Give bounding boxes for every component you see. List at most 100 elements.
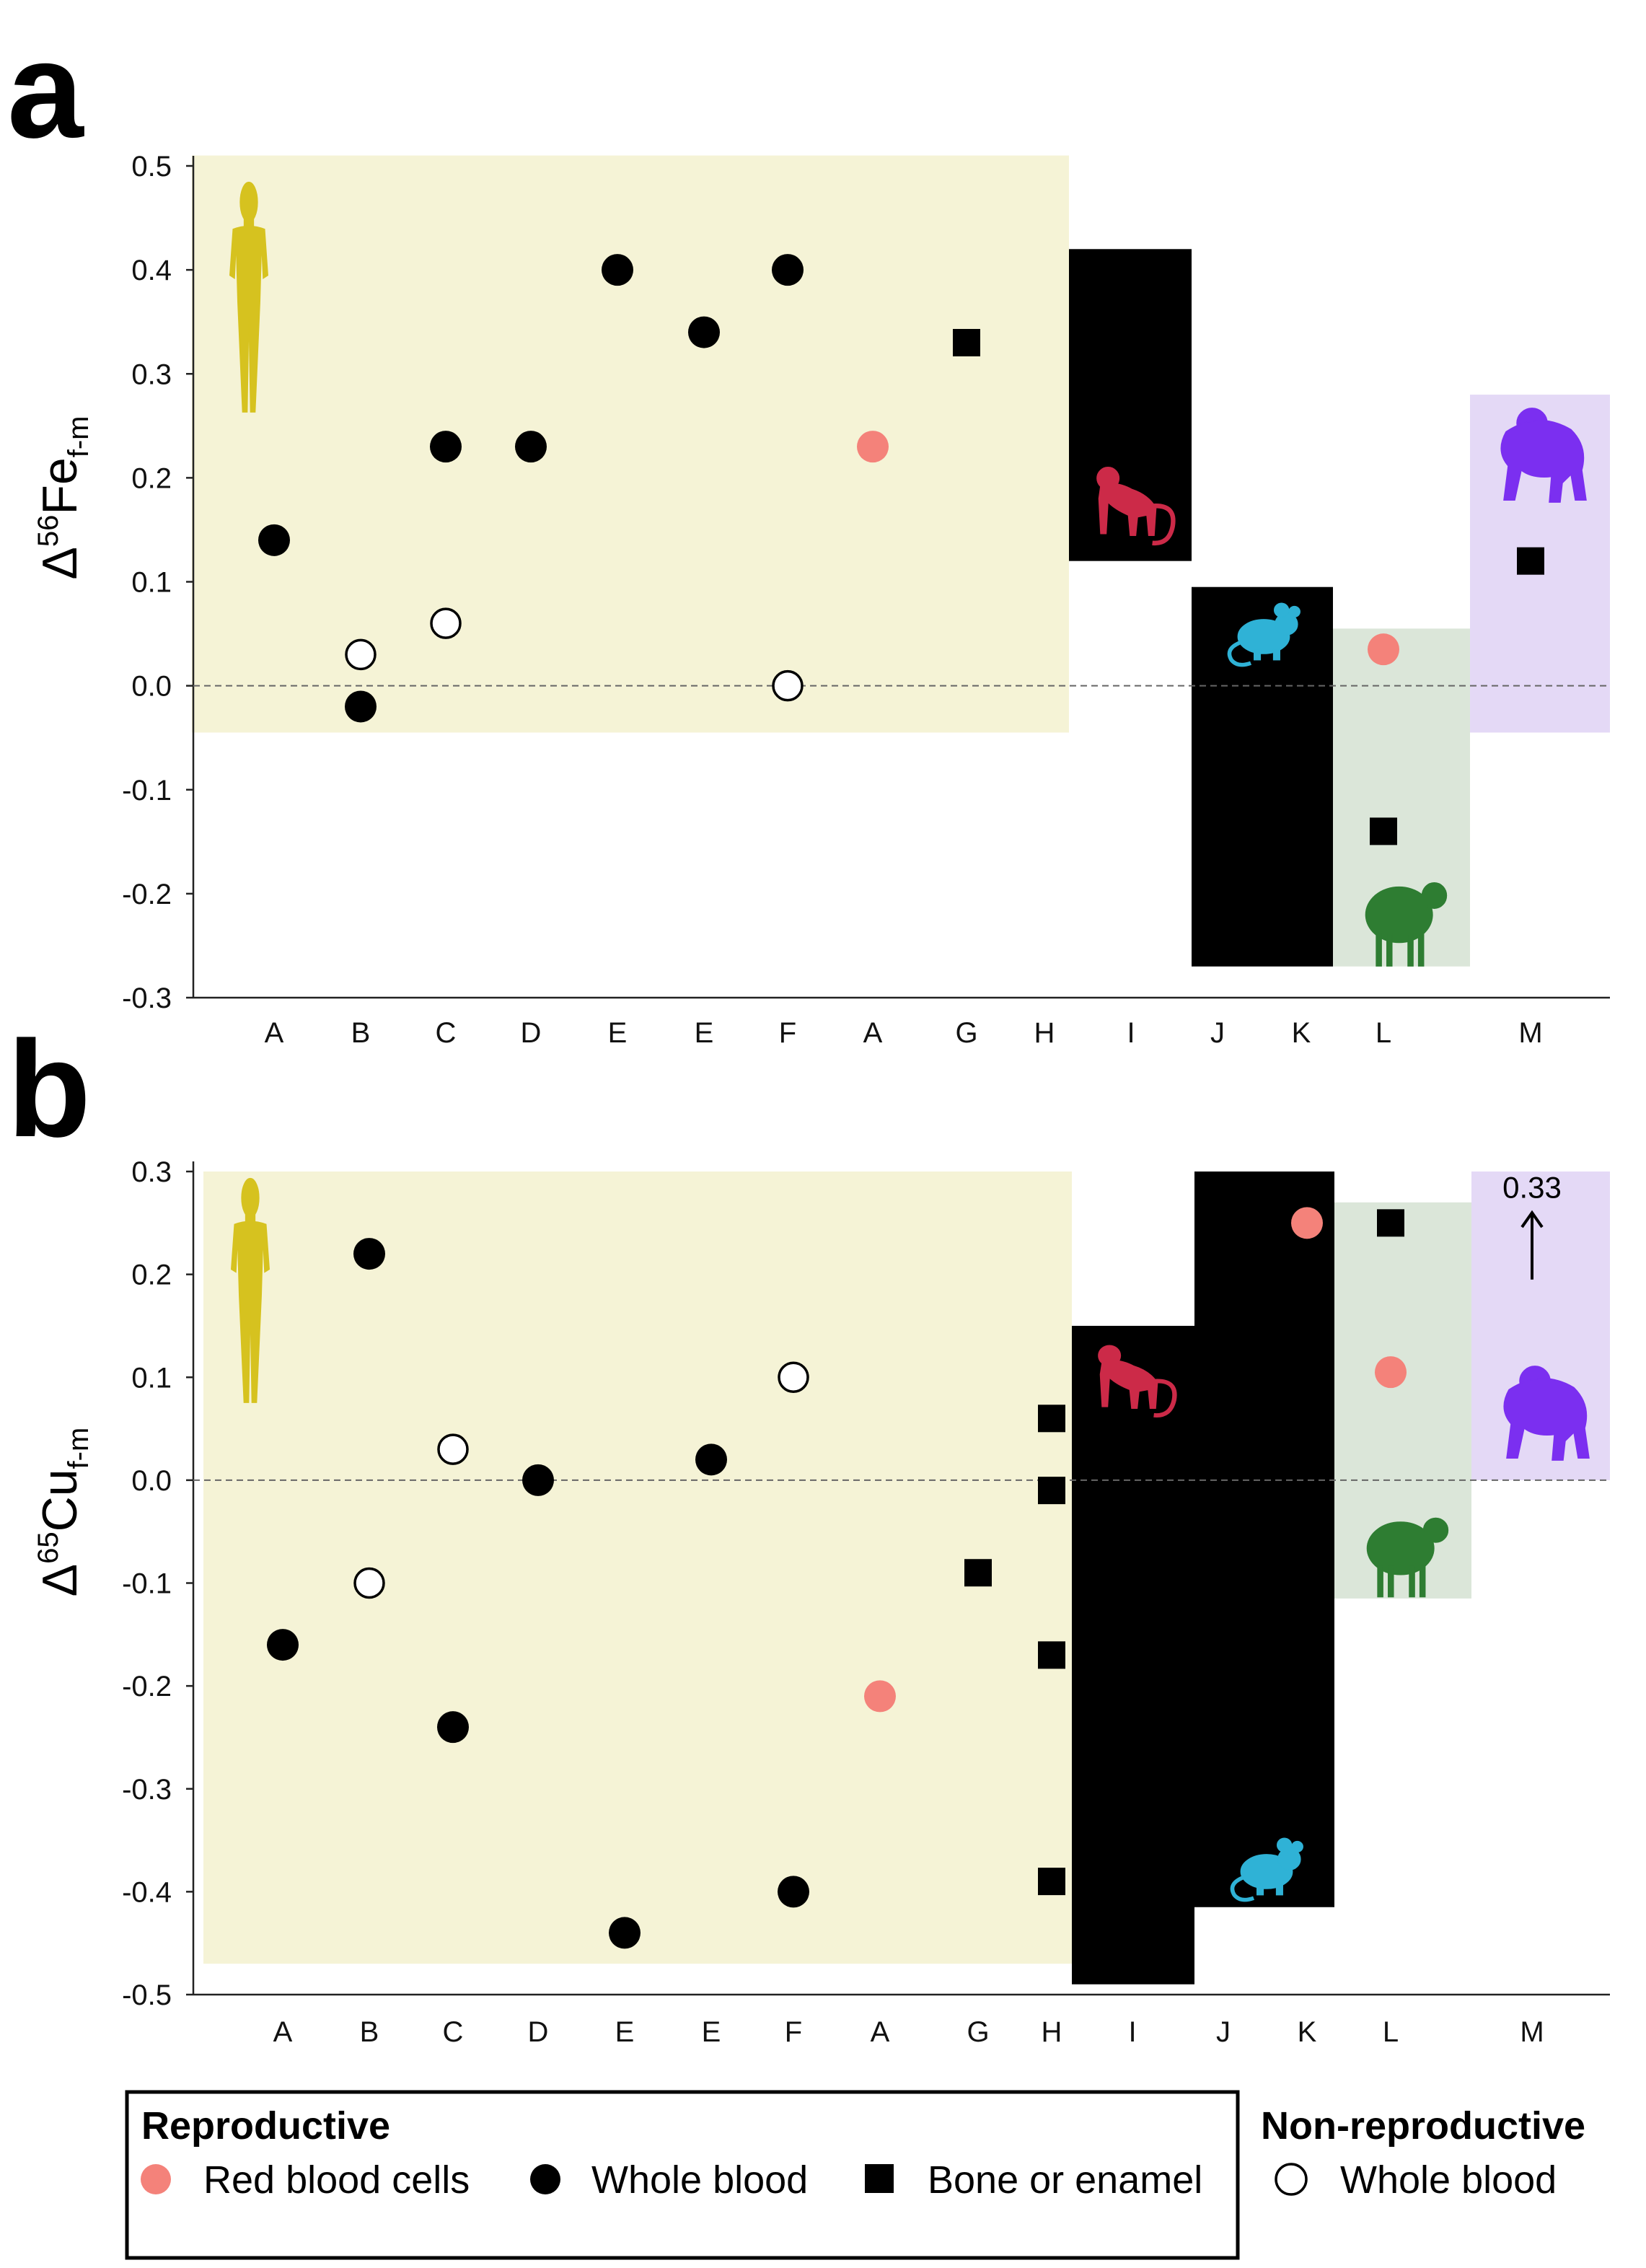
y-tick-label: 0.4 <box>131 255 172 286</box>
legend-bone-enamel-marker <box>865 2164 894 2193</box>
legend-whole-blood-label: Whole blood <box>591 2158 808 2202</box>
legend-nonreproductive-title: Non-reproductive <box>1261 2104 1585 2148</box>
x-category-label: B <box>360 2016 379 2048</box>
legend-whole-blood-marker <box>530 2164 560 2194</box>
panel-b-letter: b <box>7 1013 91 1166</box>
off-scale-value-label: -1.40 <box>1098 1947 1167 1981</box>
y-tick-label: -0.2 <box>122 879 172 910</box>
y-tick-label: -0.3 <box>122 1774 172 1806</box>
x-category-label: F <box>779 1017 796 1049</box>
y-tick-label: 0.0 <box>131 671 172 703</box>
y-tick-label: 0.1 <box>131 1362 172 1394</box>
legend-red-blood-cells-label: Red blood cells <box>203 2158 470 2202</box>
x-category-label: F <box>785 2016 802 2048</box>
bone-enamel-point <box>1038 1477 1065 1505</box>
legend-box <box>125 2090 1240 2260</box>
x-category-label: L <box>1383 2016 1399 2048</box>
y-tick-label: -0.2 <box>122 1671 172 1702</box>
x-category-label: H <box>1034 1017 1055 1049</box>
y-tick-label: -0.4 <box>122 1876 172 1908</box>
x-category-label: E <box>695 1017 714 1049</box>
whole-blood-point <box>1202 729 1233 761</box>
y-tick-label: -0.1 <box>122 775 172 806</box>
legend-bone-enamel-label: Bone or enamel <box>928 2158 1202 2202</box>
x-category-label: K <box>1292 1017 1311 1049</box>
x-category-label: I <box>1127 1017 1135 1049</box>
x-category-label: J <box>1216 2016 1231 2048</box>
y-tick-label: 0.3 <box>131 1156 172 1188</box>
whole-blood-point <box>267 1629 299 1661</box>
nonrepro-whole-blood-point <box>772 669 804 702</box>
x-category-label: M <box>1520 2016 1544 2048</box>
nonrepro-whole-blood-point <box>778 1361 809 1393</box>
legend-red-blood-cells-marker <box>141 2164 171 2194</box>
whole-blood-point <box>602 254 633 286</box>
panel-b-chart: 0.3 0.2 0.1 0.0 -0.1 -0.2 -0.3 -0.4 -0.5 A B C D E E F A… <box>32 1156 1610 2048</box>
legend-reproductive-title: Reproductive <box>141 2104 390 2148</box>
bone-enamel-point <box>1370 817 1397 845</box>
bone-enamel-point <box>1038 1641 1065 1669</box>
x-category-label: J <box>1210 1017 1225 1049</box>
x-category-label: L <box>1376 1017 1391 1049</box>
nonrepro-whole-blood-point <box>345 638 377 671</box>
legend: Reproductive Red blood cells Whole blood… <box>125 2090 1585 2260</box>
bone-enamel-point <box>1377 1209 1404 1237</box>
off-scale-value-label: 0.33 <box>1502 1170 1562 1204</box>
bone-enamel-point <box>1210 1702 1237 1731</box>
y-tick-label: 0.0 <box>131 1465 172 1497</box>
y-tick-label: 0.2 <box>131 462 172 494</box>
y-tick-label: 0.3 <box>131 359 172 390</box>
x-category-label: D <box>528 2016 549 2048</box>
whole-blood-point <box>515 431 547 463</box>
y-tick-label: -0.3 <box>122 983 172 1014</box>
whole-blood-point <box>609 1917 641 1949</box>
y-axis-title: Δ56Fef-m <box>32 416 94 579</box>
bone-enamel-point <box>1038 1405 1065 1433</box>
group-box-mouse <box>1194 1172 1334 1907</box>
x-category-label: A <box>863 1017 883 1049</box>
x-category-label: A <box>265 1017 284 1049</box>
x-category-label: A <box>273 2016 293 2048</box>
x-category-label: C <box>443 2016 464 2048</box>
x-category-label: D <box>521 1017 542 1049</box>
whole-blood-point <box>695 1443 727 1476</box>
x-category-label: I <box>1128 2016 1136 2048</box>
bone-enamel-point <box>1117 266 1145 294</box>
y-tick-label: 0.1 <box>131 567 172 599</box>
red-blood-cells-point <box>1291 1207 1323 1239</box>
y-tick-label: 0.5 <box>131 151 172 183</box>
y-tick-label: 0.2 <box>131 1260 172 1291</box>
x-category-label: E <box>702 2016 721 2048</box>
legend-nonrepro-whole-blood-marker <box>1275 2163 1308 2196</box>
x-category-label: B <box>351 1017 371 1049</box>
whole-blood-point <box>437 1711 469 1744</box>
x-category-label: H <box>1042 2016 1062 2048</box>
off-scale-arrow-head <box>1121 1922 1144 1941</box>
nonrepro-whole-blood-point <box>437 1433 469 1465</box>
red-blood-cells-point <box>1368 633 1399 666</box>
x-category-label: K <box>1298 2016 1317 2048</box>
whole-blood-point <box>430 431 462 463</box>
nonrepro-whole-blood-point <box>430 607 462 639</box>
whole-blood-point <box>522 1464 554 1496</box>
whole-blood-point <box>258 524 290 556</box>
x-category-label: C <box>436 1017 457 1049</box>
bone-enamel-point <box>964 1559 992 1587</box>
x-category-label: E <box>615 2016 635 2048</box>
whole-blood-point <box>772 254 804 286</box>
y-axis-title: Δ65Cuf-m <box>32 1428 94 1597</box>
whole-blood-point <box>353 1238 385 1270</box>
group-box-human <box>203 1172 1072 1964</box>
bone-enamel-point <box>1119 1569 1146 1597</box>
x-category-label: A <box>871 2016 890 2048</box>
x-category-label: E <box>608 1017 628 1049</box>
bone-enamel-point <box>1038 1868 1065 1896</box>
legend-nonrepro-whole-blood-label: Whole blood <box>1340 2158 1557 2202</box>
whole-blood-point <box>688 316 720 348</box>
whole-blood-point <box>778 1876 809 1908</box>
panel-a-chart: 0.5 0.4 0.3 0.2 0.1 0.0 -0.1 -0.2 -0.3 A B C D E E F A G H… <box>32 151 1610 1049</box>
bone-enamel-point <box>953 329 980 357</box>
whole-blood-point <box>345 690 377 723</box>
x-category-label: G <box>967 2016 989 2048</box>
